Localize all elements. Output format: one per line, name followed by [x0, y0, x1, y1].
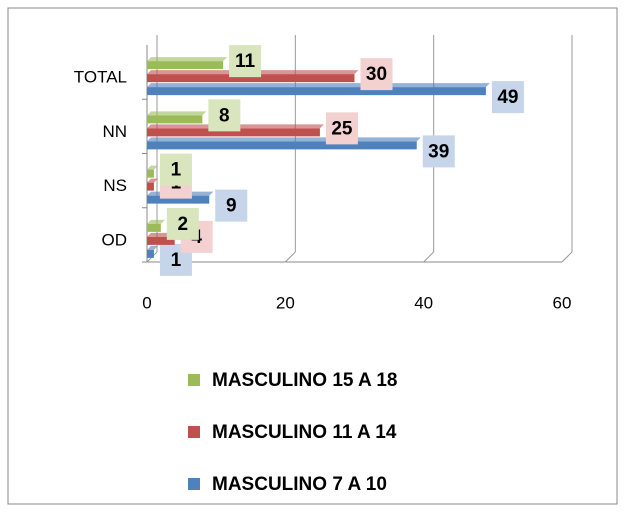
data-label: 1 [171, 250, 182, 271]
grid-line [284, 251, 296, 263]
data-label: 2 [178, 214, 189, 235]
bar-top [147, 165, 158, 170]
bar [147, 128, 320, 137]
data-label: 11 [235, 51, 256, 72]
x-tick-label: 0 [142, 293, 151, 312]
data-label: 1 [171, 160, 182, 181]
bar [147, 195, 210, 204]
data-label: 30 [366, 64, 387, 85]
bar [147, 115, 203, 124]
bar [147, 141, 417, 150]
grid-line [561, 251, 573, 263]
y-tick-label: NN [102, 122, 127, 141]
y-tick-label: OD [102, 230, 128, 249]
x-tick-label: 40 [414, 293, 433, 312]
data-label-bg [208, 99, 241, 132]
bar [147, 223, 161, 232]
bar [147, 236, 175, 245]
bar-top [147, 178, 158, 183]
legend-swatch [188, 374, 200, 386]
legend-swatch [188, 426, 200, 438]
data-label-bg [325, 112, 358, 145]
data-label-bg [360, 58, 393, 91]
legend-label: MASCULINO 7 A 10 [212, 474, 387, 495]
legend-label: MASCULINO 15 A 18 [212, 370, 397, 391]
bar-top [147, 245, 158, 250]
data-label: 8 [219, 105, 230, 126]
bar [147, 182, 154, 191]
data-label: 39 [428, 141, 449, 162]
data-label-bg [229, 45, 262, 78]
data-label-bg [491, 81, 524, 114]
data-label-bg [166, 207, 199, 240]
bar-top [147, 83, 490, 88]
bar [147, 169, 154, 178]
bar [147, 249, 154, 258]
bar-top [147, 57, 228, 62]
data-label: 25 [331, 118, 353, 139]
bar [147, 61, 224, 70]
bar-top [147, 219, 165, 224]
y-tick-label: TOTAL [74, 68, 127, 87]
legend-swatch [188, 478, 200, 490]
bar-top [147, 137, 421, 142]
data-label: 49 [497, 87, 518, 108]
data-label-bg [422, 135, 455, 168]
bar [147, 87, 486, 96]
data-label: 9 [226, 196, 237, 217]
bar [147, 74, 355, 83]
bar-top [147, 111, 207, 116]
legend-label: MASCULINO 11 A 14 [212, 422, 397, 443]
x-tick-label: 60 [553, 293, 572, 312]
y-tick-label: NS [103, 176, 127, 195]
grid-line [423, 251, 435, 263]
data-label-bg [159, 153, 192, 186]
x-tick-label: 20 [276, 293, 295, 312]
data-label-bg [215, 189, 248, 222]
